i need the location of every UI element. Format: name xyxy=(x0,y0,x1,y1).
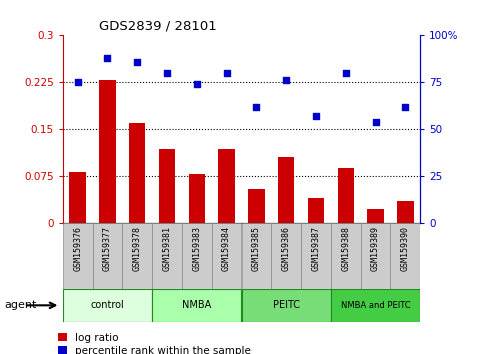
Bar xyxy=(308,198,324,223)
Text: GSM159377: GSM159377 xyxy=(103,226,112,271)
Point xyxy=(133,59,141,64)
Bar xyxy=(63,289,152,322)
Text: agent: agent xyxy=(5,300,37,310)
Bar xyxy=(129,123,145,223)
Point xyxy=(401,104,409,109)
Bar xyxy=(122,223,152,289)
Legend: log ratio, percentile rank within the sample: log ratio, percentile rank within the sa… xyxy=(58,333,251,354)
Text: NMBA and PEITC: NMBA and PEITC xyxy=(341,301,411,310)
Bar xyxy=(218,149,235,223)
Text: control: control xyxy=(91,300,124,310)
Bar xyxy=(93,223,122,289)
Bar xyxy=(212,223,242,289)
Point xyxy=(282,78,290,83)
Text: GDS2839 / 28101: GDS2839 / 28101 xyxy=(99,20,216,33)
Point xyxy=(74,79,82,85)
Bar xyxy=(301,223,331,289)
Bar xyxy=(331,289,420,322)
Bar xyxy=(331,223,361,289)
Text: GSM159383: GSM159383 xyxy=(192,226,201,271)
Bar xyxy=(70,172,86,223)
Bar xyxy=(152,289,242,322)
Point xyxy=(253,104,260,109)
Point xyxy=(312,113,320,119)
Point xyxy=(163,70,171,76)
Bar xyxy=(182,223,212,289)
Text: GSM159390: GSM159390 xyxy=(401,226,410,271)
Text: GSM159387: GSM159387 xyxy=(312,226,320,271)
Bar xyxy=(242,223,271,289)
Bar xyxy=(271,223,301,289)
Text: GSM159385: GSM159385 xyxy=(252,226,261,271)
Bar xyxy=(248,189,265,223)
Point xyxy=(104,55,112,61)
Bar xyxy=(152,223,182,289)
Bar xyxy=(159,149,175,223)
Point xyxy=(193,81,201,87)
Bar xyxy=(361,223,390,289)
Bar xyxy=(278,157,294,223)
Text: GSM159376: GSM159376 xyxy=(73,226,82,271)
Text: GSM159381: GSM159381 xyxy=(163,226,171,271)
Text: GSM159389: GSM159389 xyxy=(371,226,380,271)
Bar xyxy=(242,289,331,322)
Bar xyxy=(99,80,115,223)
Text: GSM159388: GSM159388 xyxy=(341,226,350,271)
Text: GSM159378: GSM159378 xyxy=(133,226,142,271)
Text: NMBA: NMBA xyxy=(182,300,212,310)
Text: GSM159386: GSM159386 xyxy=(282,226,291,271)
Point xyxy=(223,70,230,76)
Bar xyxy=(63,223,93,289)
Point xyxy=(372,119,380,125)
Bar xyxy=(338,168,354,223)
Bar xyxy=(368,209,384,223)
Point xyxy=(342,70,350,76)
Bar xyxy=(397,201,413,223)
Text: GSM159384: GSM159384 xyxy=(222,226,231,271)
Text: PEITC: PEITC xyxy=(273,300,299,310)
Bar xyxy=(390,223,420,289)
Bar xyxy=(189,174,205,223)
